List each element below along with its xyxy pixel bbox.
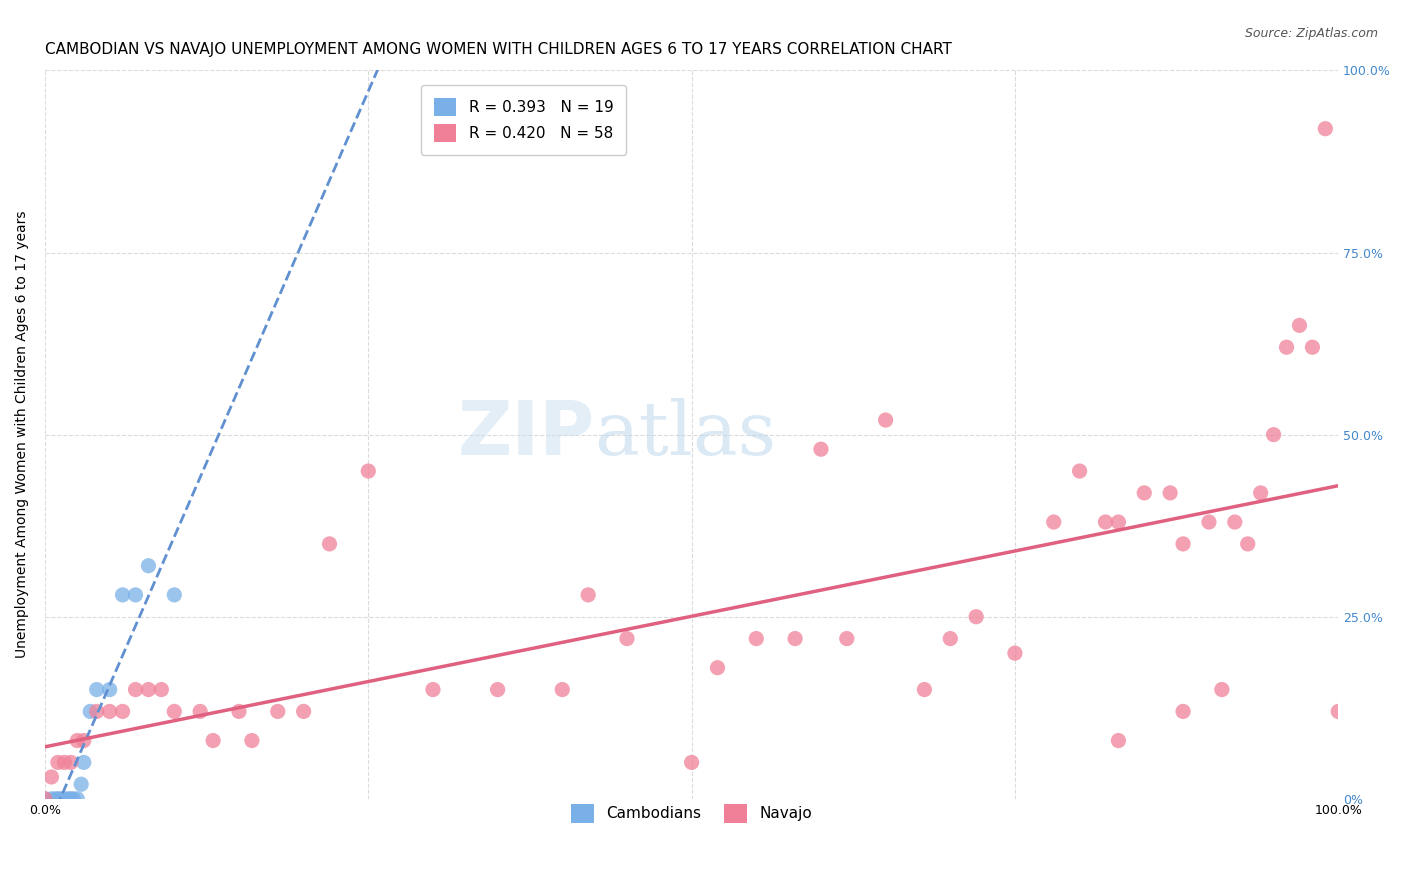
Point (79, 705, 101, 719)
Point (745, 632, 768, 646)
Point (86, 682, 108, 697)
Point (1315, 121, 1337, 136)
Point (138, 558, 160, 573)
Y-axis label: Unemployment Among Women with Children Ages 6 to 17 years: Unemployment Among Women with Children A… (15, 211, 30, 658)
Point (1004, 646, 1026, 660)
Point (34, 792, 56, 806)
Point (163, 588, 186, 602)
Point (616, 632, 638, 646)
Point (486, 682, 509, 697)
Point (46, 792, 69, 806)
Point (1107, 733, 1129, 747)
Point (1042, 515, 1064, 529)
Point (59, 792, 82, 806)
Point (965, 609, 987, 624)
Point (1211, 682, 1233, 697)
Point (70, 777, 93, 791)
Point (49, 792, 72, 806)
Point (292, 705, 315, 719)
Point (111, 588, 134, 602)
Point (1159, 486, 1181, 500)
Point (138, 682, 160, 697)
Point (1250, 486, 1272, 500)
Point (41, 770, 63, 784)
Point (41, 792, 63, 806)
Point (163, 705, 186, 719)
Point (1171, 705, 1194, 719)
Point (1263, 427, 1285, 442)
Point (1171, 537, 1194, 551)
Point (124, 588, 146, 602)
Point (150, 682, 173, 697)
Point (111, 705, 134, 719)
Point (124, 682, 146, 697)
Point (1223, 515, 1246, 529)
Point (681, 756, 703, 770)
Point (59, 756, 82, 770)
Point (62, 792, 84, 806)
Point (188, 705, 211, 719)
Point (875, 413, 897, 427)
Point (1069, 464, 1091, 478)
Point (1198, 515, 1220, 529)
Point (73, 756, 96, 770)
Point (1327, 705, 1350, 719)
Point (1301, 340, 1323, 354)
Point (1236, 537, 1258, 551)
Point (66, 792, 89, 806)
Point (53, 792, 76, 806)
Point (98, 705, 121, 719)
Text: atlas: atlas (595, 398, 776, 471)
Point (783, 632, 806, 646)
Point (1133, 486, 1156, 500)
Point (810, 442, 832, 457)
Text: CAMBODIAN VS NAVAJO UNEMPLOYMENT AMONG WOMEN WITH CHILDREN AGES 6 TO 17 YEARS CO: CAMBODIAN VS NAVAJO UNEMPLOYMENT AMONG W… (45, 42, 952, 57)
Point (66, 733, 89, 747)
Text: Source: ZipAtlas.com: Source: ZipAtlas.com (1244, 27, 1378, 40)
Legend: Cambodians, Navajo: Cambodians, Navajo (560, 792, 824, 835)
Point (98, 682, 121, 697)
Point (912, 682, 935, 697)
Point (73, 733, 96, 747)
Point (46, 756, 69, 770)
Point (228, 705, 250, 719)
Point (86, 705, 108, 719)
Point (576, 588, 599, 602)
Point (44, 792, 66, 806)
Point (318, 537, 340, 551)
Point (58, 792, 80, 806)
Point (835, 632, 858, 646)
Point (202, 733, 225, 747)
Point (939, 632, 962, 646)
Point (240, 733, 263, 747)
Point (1107, 515, 1129, 529)
Point (551, 682, 574, 697)
Point (422, 682, 444, 697)
Point (1288, 318, 1310, 333)
Point (34, 792, 56, 806)
Text: ZIP: ZIP (457, 398, 595, 471)
Point (1094, 515, 1116, 529)
Point (1275, 340, 1298, 354)
Point (53, 756, 76, 770)
Point (357, 464, 380, 478)
Point (706, 661, 728, 675)
Point (267, 705, 290, 719)
